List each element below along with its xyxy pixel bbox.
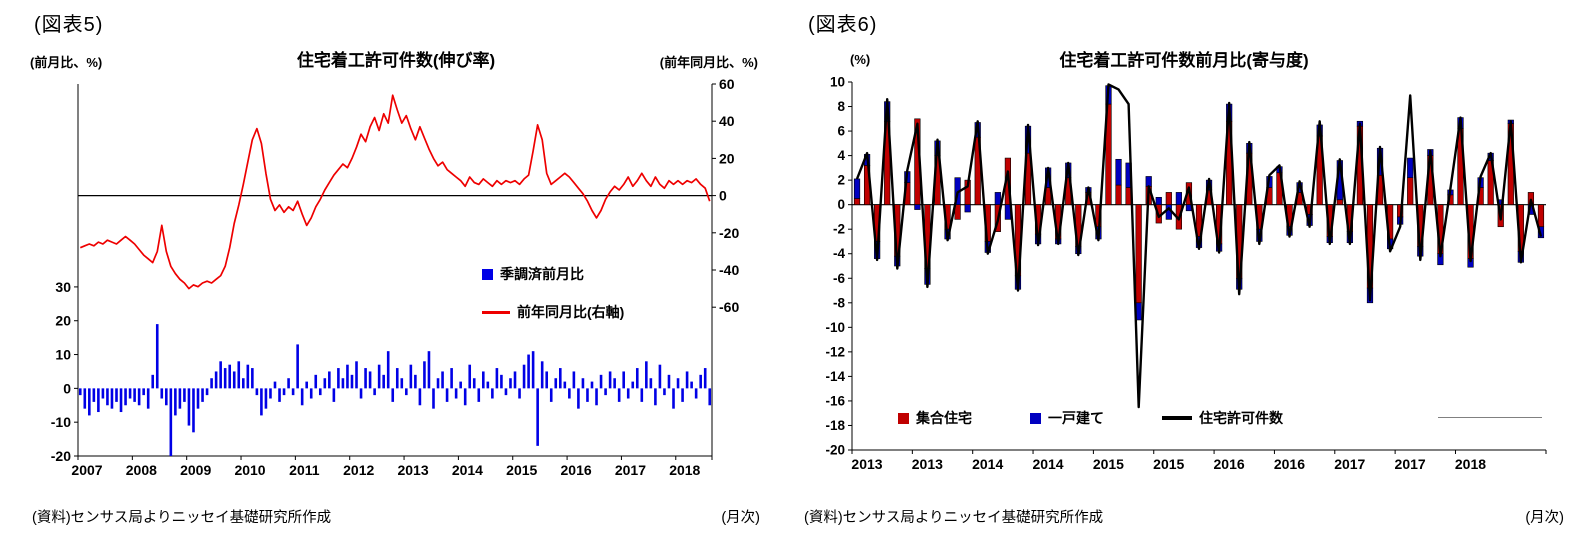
figure6-panel: (図表6) 住宅着工許可件数前月比(寄与度) (%) 10 8 6 4 2 0 -2 -4 -6… (798, 6, 1570, 546)
svg-text:2016: 2016 (1274, 456, 1305, 472)
svg-text:2017: 2017 (615, 462, 646, 478)
fig5-legend-item-mom: 季調済前月比 (482, 264, 624, 284)
fig6-contribution-chart: 10 8 6 4 2 0 -2 -4 -6 -8 -10 -12 -14 -16 -18 -20 2013 201… (825, 75, 1547, 472)
svg-text:20: 20 (55, 313, 71, 329)
svg-text:-14: -14 (825, 369, 845, 384)
fig5-left-axis-unit-label: (前月比、%) (30, 55, 103, 70)
fig5-legend-bar-swatch (482, 268, 493, 280)
fig6-legend-single-swatch (1030, 412, 1041, 424)
svg-text:30: 30 (55, 279, 71, 295)
svg-text:60: 60 (719, 76, 735, 92)
svg-text:-2: -2 (833, 222, 845, 237)
svg-text:-4: -4 (833, 246, 845, 261)
svg-text:0: 0 (837, 197, 845, 212)
svg-text:2: 2 (837, 173, 845, 188)
fig6-legend-total-label: 住宅許可件数 (1199, 410, 1283, 426)
fig6-legend-multi-label: 集合住宅 (916, 410, 972, 426)
fig6-legend-item-total: 住宅許可件数 (1162, 408, 1283, 428)
svg-text:2013: 2013 (851, 456, 882, 472)
fig6-frequency-note: (月次) (1525, 510, 1564, 526)
svg-text:-40: -40 (719, 262, 739, 278)
fig5-legend-item-yoy: 前年同月比(右軸) (482, 302, 624, 322)
svg-text:-8: -8 (833, 295, 845, 310)
figure6-title: 住宅着工許可件数前月比(寄与度) (1059, 51, 1309, 70)
fig5-source-note: (資料)センサス局よりニッセイ基礎研究所作成 (32, 510, 332, 526)
svg-text:4: 4 (837, 148, 845, 163)
svg-text:-16: -16 (825, 393, 845, 408)
svg-text:2016: 2016 (561, 462, 592, 478)
fig5-legend-yoy-label: 前年同月比(右軸) (517, 304, 625, 320)
fig6-legend-item-single: 一戸建て (1030, 408, 1104, 428)
svg-text:2008: 2008 (126, 462, 157, 478)
svg-text:6: 6 (837, 124, 845, 139)
fig5-right-axis-unit-label: (前年同月比、%) (659, 55, 758, 70)
fig5-legend: 季調済前月比 前年同月比(右軸) (482, 264, 624, 340)
svg-text:2018: 2018 (1455, 456, 1486, 472)
svg-text:0: 0 (719, 188, 727, 204)
fig6-footer: (資料)センサス局よりニッセイ基礎研究所作成 (月次) (804, 506, 1564, 527)
figure5-title: 住宅着工許可件数(伸び率) (296, 51, 496, 70)
figure5-caption: (図表5) (34, 14, 104, 36)
svg-text:2017: 2017 (1395, 456, 1426, 472)
svg-text:2017: 2017 (1334, 456, 1365, 472)
svg-text:2018: 2018 (669, 462, 700, 478)
svg-text:-20: -20 (51, 448, 71, 464)
figure6-caption: (図表6) (808, 14, 878, 36)
svg-text:2013: 2013 (912, 456, 943, 472)
svg-text:0: 0 (63, 380, 71, 396)
svg-text:2010: 2010 (234, 462, 265, 478)
fig6-legend-line-swatch (1162, 416, 1192, 420)
fig5-bars-layer (78, 324, 712, 456)
fig6-axis-unit-label: (%) (850, 52, 871, 67)
svg-text:-10: -10 (51, 414, 71, 430)
svg-text:2014: 2014 (452, 462, 483, 478)
svg-text:40: 40 (719, 113, 735, 129)
fig6-decorative-line (1438, 417, 1542, 418)
fig5-legend-line-swatch (482, 310, 510, 314)
svg-text:-18: -18 (825, 418, 845, 433)
svg-text:2015: 2015 (1153, 456, 1184, 472)
fig6-axes: 10 8 6 4 2 0 -2 -4 -6 -8 -10 -12 -14 -16 -18 -20 2013 201… (825, 75, 1547, 472)
svg-text:-10: -10 (825, 320, 845, 335)
svg-text:8: 8 (837, 99, 845, 114)
fig5-footer: (資料)センサス局よりニッセイ基礎研究所作成 (月次) (32, 506, 760, 527)
svg-text:2012: 2012 (343, 462, 374, 478)
fig6-legend: 集合住宅 一戸建て 住宅許可件数 (898, 408, 1283, 428)
svg-text:2015: 2015 (1093, 456, 1124, 472)
fig5-legend-mom-label: 季調済前月比 (500, 266, 584, 282)
svg-text:2009: 2009 (180, 462, 211, 478)
svg-text:-60: -60 (719, 299, 739, 315)
svg-text:20: 20 (719, 150, 735, 166)
fig6-line-layer (855, 83, 1543, 409)
fig5-line-layer (79, 94, 711, 290)
fig6-source-note: (資料)センサス局よりニッセイ基礎研究所作成 (804, 510, 1104, 526)
svg-text:2013: 2013 (397, 462, 428, 478)
svg-text:2014: 2014 (1032, 456, 1063, 472)
svg-text:2015: 2015 (506, 462, 537, 478)
svg-text:2011: 2011 (289, 462, 320, 478)
fig5-frequency-note: (月次) (721, 510, 760, 526)
fig6-legend-multi-swatch (898, 412, 909, 424)
fig6-legend-item-multi: 集合住宅 (898, 408, 972, 428)
svg-text:-20: -20 (719, 225, 739, 241)
svg-text:10: 10 (830, 75, 845, 90)
svg-text:2016: 2016 (1214, 456, 1245, 472)
fig6-bars-layer (853, 85, 1545, 321)
svg-text:-6: -6 (833, 271, 845, 286)
svg-text:-12: -12 (825, 344, 845, 359)
svg-text:2014: 2014 (972, 456, 1003, 472)
svg-text:2007: 2007 (71, 462, 102, 478)
fig6-legend-single-label: 一戸建て (1048, 410, 1104, 426)
svg-text:-20: -20 (825, 443, 845, 458)
figure5-panel: (図表5) 住宅着工許可件数(伸び率) (前月比、%) (前年同月比、%) 30… (30, 6, 762, 546)
svg-text:10: 10 (55, 347, 71, 363)
